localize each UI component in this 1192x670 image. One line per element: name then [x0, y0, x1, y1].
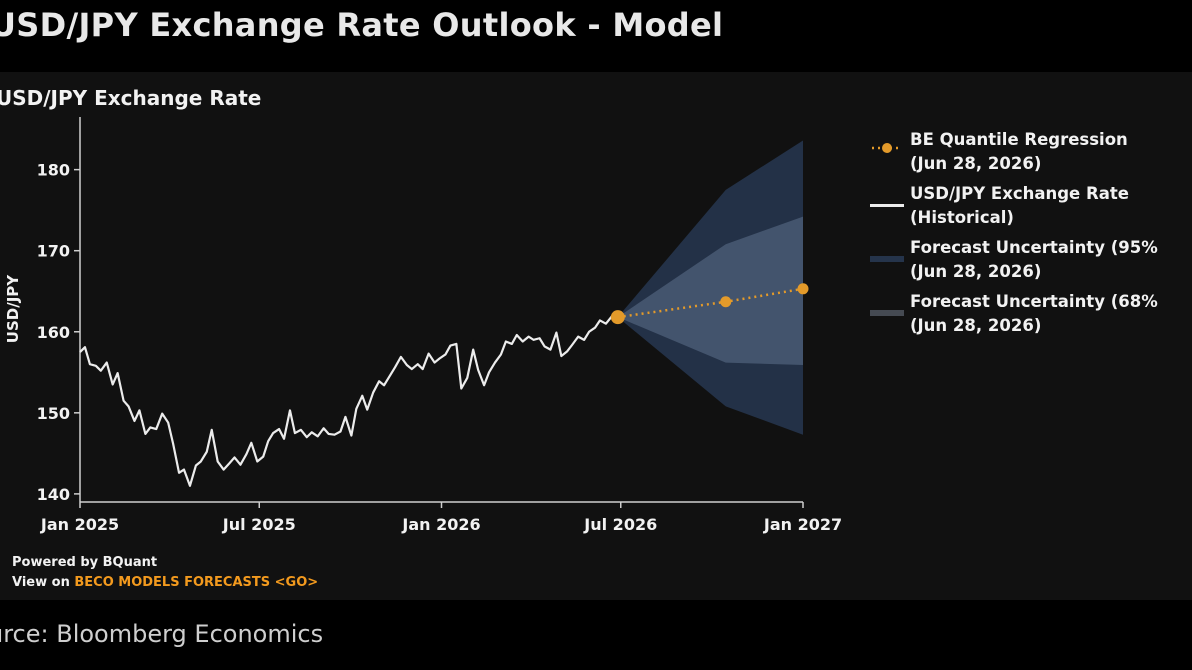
- chart-title: USD/JPY Exchange Rate: [0, 86, 262, 110]
- legend-item-uncertainty-95: Forecast Uncertainty (95% (Jun 28, 2026): [868, 236, 1192, 284]
- legend-swatch-white: [870, 204, 904, 207]
- legend-item-uncertainty-68: Forecast Uncertainty (68% (Jun 28, 2026): [868, 290, 1192, 338]
- legend-item-quantile-regression: BE Quantile Regression (Jun 28, 2026): [868, 128, 1192, 176]
- legend-swatch-dotted-orange: [872, 143, 902, 153]
- forecast-bands: [617, 140, 803, 435]
- y-tick-label: 160: [37, 323, 70, 342]
- x-tick-label: Jul 2025: [222, 515, 296, 534]
- forecast-point: [720, 296, 732, 308]
- chart-panel: [0, 72, 1192, 600]
- view-on-link[interactable]: BECO MODELS FORECASTS <GO>: [74, 575, 319, 590]
- view-on-line: View on BECO MODELS FORECASTS <GO>: [12, 575, 318, 590]
- band-68: [617, 216, 803, 366]
- legend-item-historical: USD/JPY Exchange Rate (Historical): [868, 182, 1192, 230]
- legend-label-3: Forecast Uncertainty (95%: [910, 238, 1158, 257]
- historical-line: [79, 315, 618, 487]
- legend-sublabel-1: (Jun 28, 2026): [910, 154, 1042, 173]
- y-tick-label: 180: [37, 161, 70, 180]
- source-note: urce: Bloomberg Economics: [0, 620, 324, 648]
- y-tick-label: 150: [37, 404, 70, 423]
- view-on-prefix: View on: [12, 575, 75, 590]
- legend-sublabel-4: (Jun 28, 2026): [910, 316, 1042, 335]
- chart-plot: 140 150 160 170 180 Jan 2025 Jul 2025 Jan 2026 J…: [37, 117, 842, 534]
- powered-by: Powered by BQuant: [12, 555, 158, 570]
- legend-label-4: Forecast Uncertainty (68%: [910, 292, 1158, 311]
- x-tick-label: Jan 2025: [40, 515, 119, 534]
- y-tick-label: 140: [37, 485, 70, 504]
- forecast-point: [610, 310, 625, 325]
- x-tick-label: Jan 2026: [401, 515, 480, 534]
- legend-swatch-grey: [870, 310, 904, 316]
- legend-label-1: BE Quantile Regression: [910, 130, 1128, 149]
- legend-swatch-dark-blue: [870, 256, 904, 262]
- legend-sublabel-3: (Jun 28, 2026): [910, 262, 1042, 281]
- x-tick-label: Jul 2026: [583, 515, 657, 534]
- series-lines: [79, 283, 809, 487]
- legend: BE Quantile Regression (Jun 28, 2026) US…: [868, 128, 1192, 344]
- forecast-point: [797, 283, 809, 295]
- x-tick-label: Jan 2027: [763, 515, 842, 534]
- y-tick-label: 170: [37, 242, 70, 261]
- legend-label-2: USD/JPY Exchange Rate: [910, 184, 1129, 203]
- legend-sublabel-2: (Historical): [910, 208, 1014, 227]
- page-title: USD/JPY Exchange Rate Outlook - Model: [0, 6, 724, 44]
- axes: 140 150 160 170 180 Jan 2025 Jul 2025 Jan 2026 J…: [37, 117, 842, 534]
